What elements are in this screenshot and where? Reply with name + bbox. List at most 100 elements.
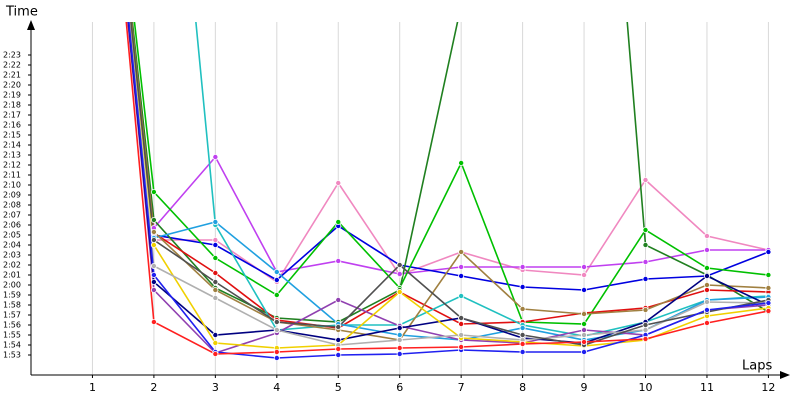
y-tick-label: 2:18	[3, 101, 21, 110]
data-point	[765, 248, 772, 255]
y-tick-label: 1:55	[3, 331, 21, 340]
y-tick-label: 1:59	[3, 291, 21, 300]
y-tick-label: 2:00	[3, 281, 21, 290]
y-tick-label: 2:17	[3, 111, 21, 120]
y-tick-label: 1:56	[3, 321, 21, 330]
data-point	[273, 276, 280, 283]
data-point	[581, 271, 588, 278]
y-tick-label: 2:12	[3, 161, 21, 170]
data-point	[642, 275, 649, 282]
data-point	[150, 318, 157, 325]
data-point	[150, 271, 157, 278]
data-point	[212, 153, 219, 160]
data-point	[335, 336, 342, 343]
data-point	[703, 246, 710, 253]
data-point	[581, 326, 588, 333]
data-point	[212, 236, 219, 243]
y-tick-label: 2:11	[3, 171, 21, 180]
series-line	[133, 22, 769, 325]
x-tick-label: 7	[458, 381, 465, 394]
data-point	[519, 283, 526, 290]
y-tick-label: 2:16	[3, 121, 21, 130]
data-point	[396, 288, 403, 295]
data-point	[703, 286, 710, 293]
data-point	[335, 323, 342, 330]
y-tick-label: 2:07	[3, 211, 21, 220]
data-point	[273, 291, 280, 298]
y-tick-label: 2:01	[3, 271, 21, 280]
y-tick-label: 2:03	[3, 251, 21, 260]
y-tick-label: 2:14	[3, 141, 21, 150]
data-point	[642, 176, 649, 183]
data-point	[150, 228, 157, 235]
y-tick-label: 2:19	[3, 91, 21, 100]
data-point	[335, 351, 342, 358]
data-point	[150, 216, 157, 223]
data-point	[396, 336, 403, 343]
y-tick-label: 2:23	[3, 51, 21, 60]
data-point	[703, 281, 710, 288]
data-point	[150, 262, 157, 269]
tick-labels: 1 2 3 4 5 6 7 8 9 10 11 121:531:541:551:561:571:581…	[3, 51, 775, 395]
data-point	[212, 278, 219, 285]
series-line	[130, 22, 769, 346]
data-point	[703, 272, 710, 279]
y-axis-label: Time	[5, 5, 38, 20]
data-point	[335, 345, 342, 352]
data-point	[642, 321, 649, 328]
data-point	[581, 320, 588, 327]
x-axis-label: Laps	[742, 359, 772, 374]
data-point	[396, 324, 403, 331]
x-axis-arrow	[780, 371, 790, 379]
data-point	[581, 263, 588, 270]
data-point	[519, 340, 526, 347]
data-point	[396, 350, 403, 357]
data-point	[581, 338, 588, 345]
data-point	[458, 331, 465, 338]
data-point	[642, 306, 649, 313]
y-tick-label: 2:22	[3, 61, 21, 70]
data-point	[703, 306, 710, 313]
series-line	[130, 22, 769, 341]
data-point	[765, 307, 772, 314]
data-point	[212, 218, 219, 225]
data-point	[212, 254, 219, 261]
y-tick-label: 2:08	[3, 201, 21, 210]
y-tick-label: 2:05	[3, 231, 21, 240]
x-tick-label: 1	[89, 381, 96, 394]
data-point	[642, 326, 649, 333]
series-line	[131, 22, 769, 323]
data-point	[458, 314, 465, 321]
y-tick-label: 2:21	[3, 71, 21, 80]
data-point	[703, 319, 710, 326]
data-point	[335, 179, 342, 186]
data-point	[642, 241, 649, 248]
y-tick-label: 2:13	[3, 151, 21, 160]
data-point	[212, 294, 219, 301]
data-point	[335, 296, 342, 303]
data-point	[150, 286, 157, 293]
y-tick-label: 1:58	[3, 301, 21, 310]
data-point	[458, 263, 465, 270]
y-tick-label: 1:54	[3, 341, 21, 350]
data-point	[765, 284, 772, 291]
data-point	[396, 331, 403, 338]
data-point	[396, 344, 403, 351]
y-tick-label: 2:09	[3, 191, 21, 200]
data-point	[212, 286, 219, 293]
x-tick-label: 9	[581, 381, 588, 394]
data-point	[335, 218, 342, 225]
data-point	[458, 292, 465, 299]
x-tick-label: 8	[519, 381, 526, 394]
series-line	[130, 22, 769, 284]
data-point	[396, 261, 403, 268]
x-tick-label: 12	[761, 381, 775, 394]
data-point	[581, 348, 588, 355]
y-axis-arrow	[27, 20, 35, 30]
data-point	[581, 331, 588, 338]
data-point	[519, 331, 526, 338]
data-point	[273, 354, 280, 361]
data-point	[212, 241, 219, 248]
data-point	[703, 264, 710, 271]
